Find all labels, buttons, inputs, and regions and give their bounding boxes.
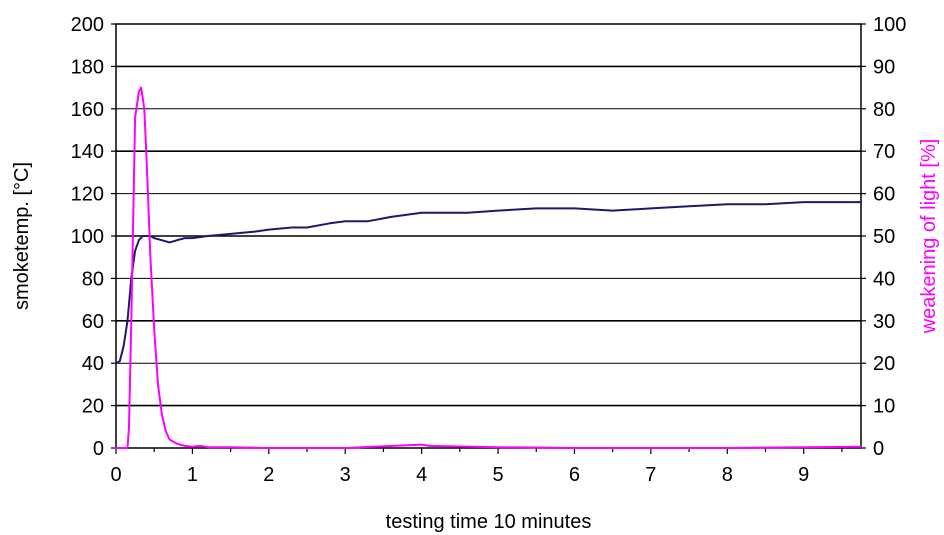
y-tick-label: 160 xyxy=(71,99,104,121)
y2-tick-label: 80 xyxy=(873,99,895,121)
y2-tick-label: 90 xyxy=(873,56,895,78)
x-tick-label: 4 xyxy=(416,464,427,486)
x-tick-label: 6 xyxy=(569,464,580,486)
x-axis-title: testing time 10 minutes xyxy=(386,511,592,533)
x-tick-label: 9 xyxy=(798,464,809,486)
y2-tick-label: 10 xyxy=(873,396,895,418)
y-tick-label: 120 xyxy=(71,184,104,206)
y2-tick-label: 20 xyxy=(873,353,895,375)
y2-tick-label: 30 xyxy=(873,311,895,333)
y2-tick-label: 50 xyxy=(873,226,895,248)
y-tick-label: 80 xyxy=(82,268,104,290)
y2-axis-title: weakening of light [%] xyxy=(918,139,940,335)
y-tick-label: 0 xyxy=(93,438,104,460)
y-tick-label: 180 xyxy=(71,56,104,78)
y2-tick-label: 60 xyxy=(873,184,895,206)
y2-tick-label: 100 xyxy=(873,14,906,36)
axes xyxy=(111,23,866,454)
series xyxy=(115,86,862,449)
tick-labels: 0204060801001201401601802000102030405060… xyxy=(71,14,907,486)
gridlines xyxy=(116,65,861,407)
y-axis-title: smoketemp. [°C] xyxy=(11,162,33,310)
series-line-smoke-temperature xyxy=(115,201,862,365)
y2-tick-label: 70 xyxy=(873,141,895,163)
y-tick-label: 60 xyxy=(82,311,104,333)
y2-tick-label: 40 xyxy=(873,268,895,290)
x-tick-label: 1 xyxy=(187,464,198,486)
y-tick-label: 100 xyxy=(71,226,104,248)
y-tick-label: 140 xyxy=(71,141,104,163)
y-tick-label: 40 xyxy=(82,353,104,375)
x-tick-label: 0 xyxy=(110,464,121,486)
x-tick-label: 5 xyxy=(492,464,503,486)
y2-tick-label: 0 xyxy=(873,438,884,460)
x-tick-label: 3 xyxy=(340,464,351,486)
x-tick-label: 7 xyxy=(645,464,656,486)
x-tick-label: 8 xyxy=(722,464,733,486)
y-tick-label: 20 xyxy=(82,396,104,418)
x-tick-label: 2 xyxy=(263,464,274,486)
y-tick-label: 200 xyxy=(71,14,104,36)
series-line-light-weakening xyxy=(115,86,862,449)
